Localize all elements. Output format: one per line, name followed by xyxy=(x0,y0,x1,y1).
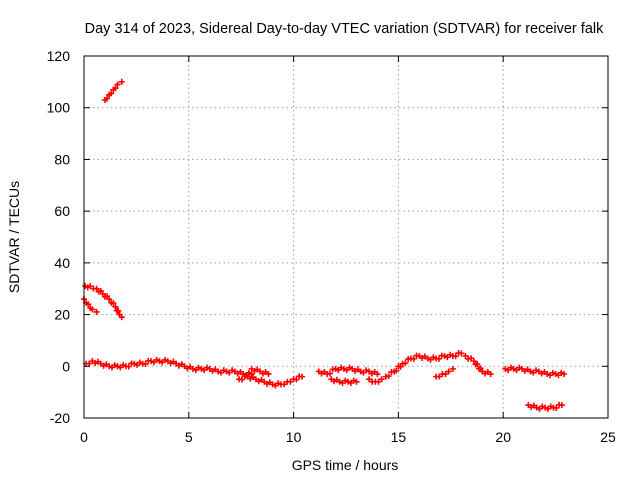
plot-frame xyxy=(83,55,609,419)
data-point xyxy=(115,307,122,314)
data-point xyxy=(442,370,449,377)
data-point xyxy=(435,355,442,362)
data-point xyxy=(118,78,125,85)
y-axis-ticks: -20 0 20 40 60 80 100 120 xyxy=(47,48,608,426)
data-point xyxy=(458,350,465,357)
data-point xyxy=(560,371,567,378)
y-tick-label: 120 xyxy=(47,48,71,64)
data-point xyxy=(110,300,117,307)
y-tick-label: 80 xyxy=(54,151,70,167)
data-point xyxy=(112,85,119,92)
data-point xyxy=(553,404,560,411)
grid xyxy=(84,56,608,418)
y-tick-label: 100 xyxy=(47,100,71,116)
data-point xyxy=(410,355,417,362)
data-point xyxy=(366,376,373,383)
data-point xyxy=(85,301,92,308)
y-tick-label: 0 xyxy=(62,358,70,374)
data-point xyxy=(125,363,132,370)
y-tick-label: 40 xyxy=(54,255,70,271)
data-point xyxy=(93,308,100,315)
x-tick-label: 5 xyxy=(185,429,193,445)
data-point xyxy=(108,90,115,97)
data-point xyxy=(449,365,456,372)
data-point xyxy=(445,368,452,375)
data-point xyxy=(86,360,93,367)
data-point xyxy=(470,358,477,365)
data-point xyxy=(112,303,119,310)
data-point xyxy=(87,283,94,290)
x-tick-label: 10 xyxy=(286,429,302,445)
data-point xyxy=(385,373,392,380)
x-tick-label: 15 xyxy=(391,429,407,445)
y-axis-label: SDTVAR / TECUs xyxy=(6,181,22,293)
data-point xyxy=(393,367,400,374)
data-point xyxy=(402,360,409,367)
data-point xyxy=(287,378,294,385)
data-point xyxy=(353,378,360,385)
data-point xyxy=(397,363,404,370)
data-point xyxy=(118,314,125,321)
data-point xyxy=(142,361,149,368)
data-point xyxy=(378,376,385,383)
x-axis-ticks: 0 5 10 15 20 25 xyxy=(80,56,616,445)
chart-title: Day 314 of 2023, Sidereal Day-to-day VTE… xyxy=(85,21,604,37)
x-tick-label: 0 xyxy=(80,429,88,445)
data-point xyxy=(558,402,565,409)
data-point xyxy=(298,373,305,380)
data-point xyxy=(293,376,300,383)
data-point xyxy=(106,296,113,303)
x-tick-label: 20 xyxy=(495,429,511,445)
data-point xyxy=(375,378,382,385)
data-point xyxy=(487,371,494,378)
data-point xyxy=(436,373,443,380)
data-point xyxy=(374,371,381,378)
data-point xyxy=(477,365,484,372)
data-point xyxy=(326,370,333,377)
y-tick-label: 20 xyxy=(54,307,70,323)
data-points xyxy=(81,78,567,412)
data-point xyxy=(474,361,481,368)
data-point xyxy=(238,376,245,383)
y-tick-label: -20 xyxy=(50,410,70,426)
data-point xyxy=(452,353,459,360)
data-point xyxy=(114,81,121,88)
y-tick-label: 60 xyxy=(54,203,70,219)
data-point xyxy=(89,306,96,313)
x-tick-label: 25 xyxy=(600,429,616,445)
data-point xyxy=(104,95,111,102)
data-point xyxy=(248,371,255,378)
x-axis-label: GPS time / hours xyxy=(292,457,399,473)
data-point xyxy=(265,371,272,378)
data-point xyxy=(281,381,288,388)
